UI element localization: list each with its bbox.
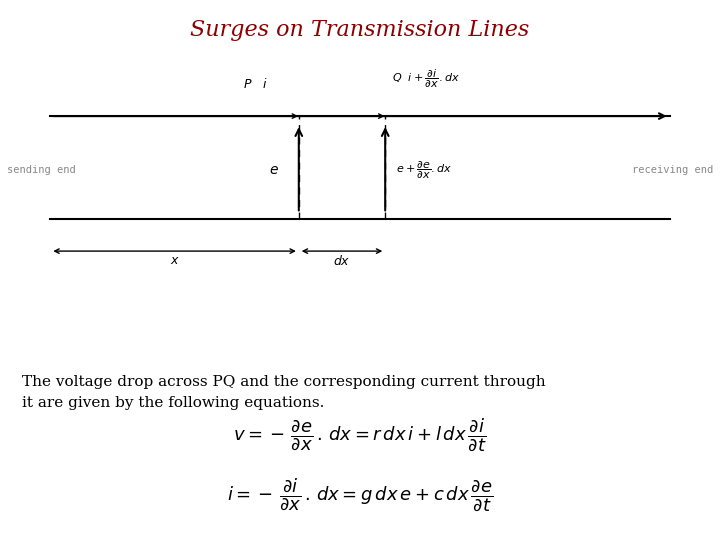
Text: $v = -\,\dfrac{\partial e}{\partial x}\,.\,dx = r\,dx\,i + l\,dx\,\dfrac{\partia: $v = -\,\dfrac{\partial e}{\partial x}\,… xyxy=(233,416,487,453)
Text: $\mathit{P}$   $\mathit{i}$: $\mathit{P}$ $\mathit{i}$ xyxy=(243,77,268,91)
Text: Surges on Transmission Lines: Surges on Transmission Lines xyxy=(190,19,530,40)
Text: $dx$: $dx$ xyxy=(333,254,351,268)
Text: $\mathit{e}$: $\mathit{e}$ xyxy=(269,163,279,177)
Text: sending end: sending end xyxy=(7,165,76,175)
Text: The voltage drop across PQ and the corresponding current through
it are given by: The voltage drop across PQ and the corre… xyxy=(22,375,545,410)
Text: $x$: $x$ xyxy=(170,254,179,267)
Text: $\mathit{e}+\dfrac{\partial e}{\partial x}.\mathit{dx}$: $\mathit{e}+\dfrac{\partial e}{\partial … xyxy=(396,159,452,181)
Text: $\mathit{Q}$  $\mathit{i}+\dfrac{\partial i}{\partial x}.\mathit{dx}$: $\mathit{Q}$ $\mathit{i}+\dfrac{\partial… xyxy=(392,67,460,90)
Text: receiving end: receiving end xyxy=(631,165,713,175)
Text: $i = -\,\dfrac{\partial i}{\partial x}\,.\,dx = g\,dx\,e + c\,dx\,\dfrac{\partia: $i = -\,\dfrac{\partial i}{\partial x}\,… xyxy=(227,476,493,512)
